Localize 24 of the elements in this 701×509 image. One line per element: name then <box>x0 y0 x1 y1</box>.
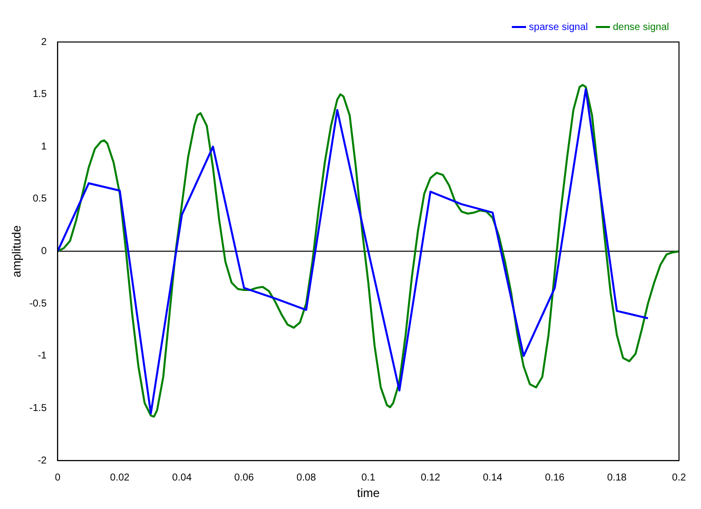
legend-label: sparse signal <box>528 22 588 33</box>
x-tick-label: 0.14 <box>482 472 503 484</box>
y-tick-label: -1 <box>38 350 48 362</box>
y-tick-label: 1.5 <box>32 89 48 100</box>
y-tick-label: -1.5 <box>29 403 48 414</box>
x-tick-label: 0.08 <box>296 472 316 484</box>
x-tick-label: 0.18 <box>607 472 628 484</box>
y-tick-label: -0.5 <box>29 298 48 310</box>
x-tick-label: 0.06 <box>234 472 254 484</box>
x-axis-title: time <box>356 486 380 500</box>
x-tick-label: 0.1 <box>361 472 376 484</box>
legend-label: dense signal <box>612 22 670 33</box>
x-tick-label: 0.16 <box>544 472 565 484</box>
y-tick-label: 0 <box>41 246 48 258</box>
x-tick-label: 0.2 <box>672 472 686 484</box>
y-tick-label: 0.5 <box>32 194 48 205</box>
x-tick-label: 0 <box>54 472 61 484</box>
x-tick-label: 0.04 <box>172 472 192 484</box>
y-tick-label: 2 <box>41 36 48 48</box>
y-tick-label: -2 <box>38 455 48 466</box>
x-tick-label: 0.02 <box>110 472 130 484</box>
x-tick-label: 0.12 <box>420 472 441 484</box>
y-axis-title: amplitude <box>10 224 24 278</box>
y-tick-label: 1 <box>41 141 48 152</box>
